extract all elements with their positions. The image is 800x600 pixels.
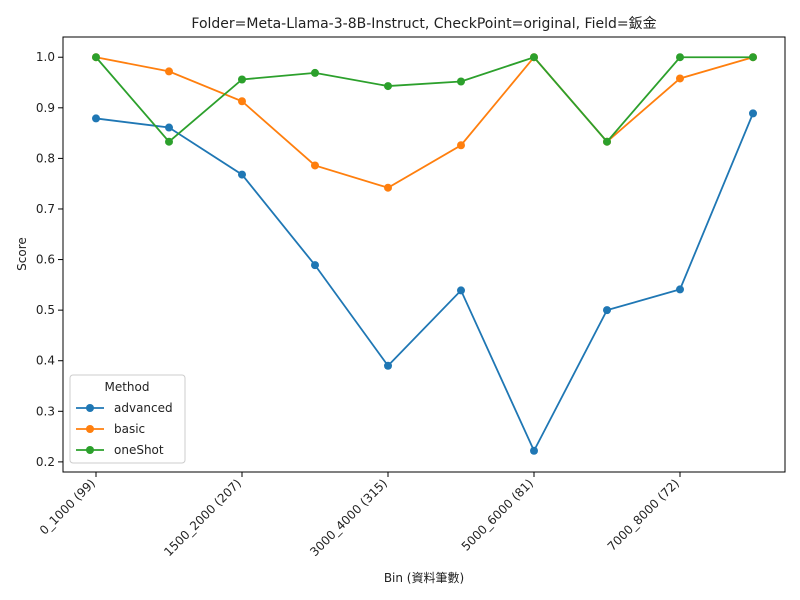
series-line-basic — [95, 55, 754, 189]
data-point-advanced — [603, 306, 611, 315]
data-point-basic — [457, 141, 465, 150]
x-tick-label: 0_1000 (99) — [37, 476, 98, 537]
y-axis: 0.2 0.3 0.4 0.5 0.6 0.7 0.8 0.9 1.0 — [36, 50, 63, 469]
data-point-basic — [238, 97, 246, 106]
legend-label-basic: basic — [114, 422, 145, 436]
data-point-advanced — [530, 446, 538, 455]
data-point-advanced — [676, 285, 684, 294]
series-line-advanced — [95, 113, 754, 453]
legend-title: Method — [104, 380, 149, 394]
data-point-basic — [165, 67, 173, 76]
x-axis-label: Bin (資料筆數) — [384, 571, 464, 585]
legend-marker-oneShot — [86, 446, 94, 454]
x-tick-label: 1500_2000 (207) — [161, 476, 244, 559]
y-tick-label: 0.8 — [36, 151, 55, 165]
y-tick-label: 0.3 — [36, 404, 55, 418]
data-point-oneShot — [676, 53, 684, 62]
data-point-advanced — [238, 170, 246, 179]
chart-title: Folder=Meta-Llama-3-8B-Instruct, CheckPo… — [191, 16, 656, 32]
plot-area-frame — [62, 36, 786, 473]
legend-label-advanced: advanced — [114, 401, 173, 415]
data-point-advanced — [165, 123, 173, 132]
data-point-oneShot — [165, 137, 173, 146]
data-point-oneShot — [238, 75, 246, 84]
y-tick-label: 0.7 — [36, 202, 55, 216]
series-oneShot — [92, 53, 757, 146]
data-point-oneShot — [530, 53, 538, 62]
data-point-advanced — [311, 261, 319, 270]
y-tick-label: 0.9 — [36, 101, 55, 115]
legend-items: advanced basic oneShot — [76, 401, 173, 457]
legend-label-oneShot: oneShot — [114, 443, 164, 457]
data-point-advanced — [457, 286, 465, 295]
x-tick-label: 7000_8000 (72) — [605, 476, 682, 553]
data-point-basic — [676, 74, 684, 83]
legend: Method advanced basic oneShot — [69, 374, 186, 464]
y-tick-label: 0.6 — [36, 253, 55, 267]
y-tick-label: 0.4 — [36, 354, 55, 368]
y-tick-label: 0.5 — [36, 303, 55, 317]
data-point-advanced — [384, 361, 392, 370]
data-point-oneShot — [457, 77, 465, 86]
data-point-oneShot — [384, 82, 392, 91]
data-point-oneShot — [311, 68, 319, 77]
x-tick-label: 5000_6000 (81) — [459, 476, 536, 553]
data-point-basic — [384, 183, 392, 192]
legend-marker-advanced — [86, 404, 94, 412]
data-point-oneShot — [92, 53, 100, 62]
y-tick-label: 1.0 — [36, 50, 55, 64]
data-point-basic — [311, 161, 319, 170]
y-axis-label: Score — [15, 237, 29, 271]
x-axis: 0_1000 (99) 1500_2000 (207) 3000_4000 (315… — [37, 472, 682, 559]
data-point-advanced — [749, 109, 757, 118]
data-point-oneShot — [603, 137, 611, 146]
legend-box — [69, 374, 186, 464]
series-advanced — [92, 109, 757, 455]
legend-marker-basic — [86, 425, 94, 433]
y-tick-label: 0.2 — [36, 455, 55, 469]
series-layer — [92, 53, 757, 455]
x-tick-label: 3000_4000 (315) — [307, 476, 390, 559]
data-point-advanced — [92, 114, 100, 123]
series-line-oneShot — [95, 56, 753, 144]
data-point-oneShot — [749, 53, 757, 62]
